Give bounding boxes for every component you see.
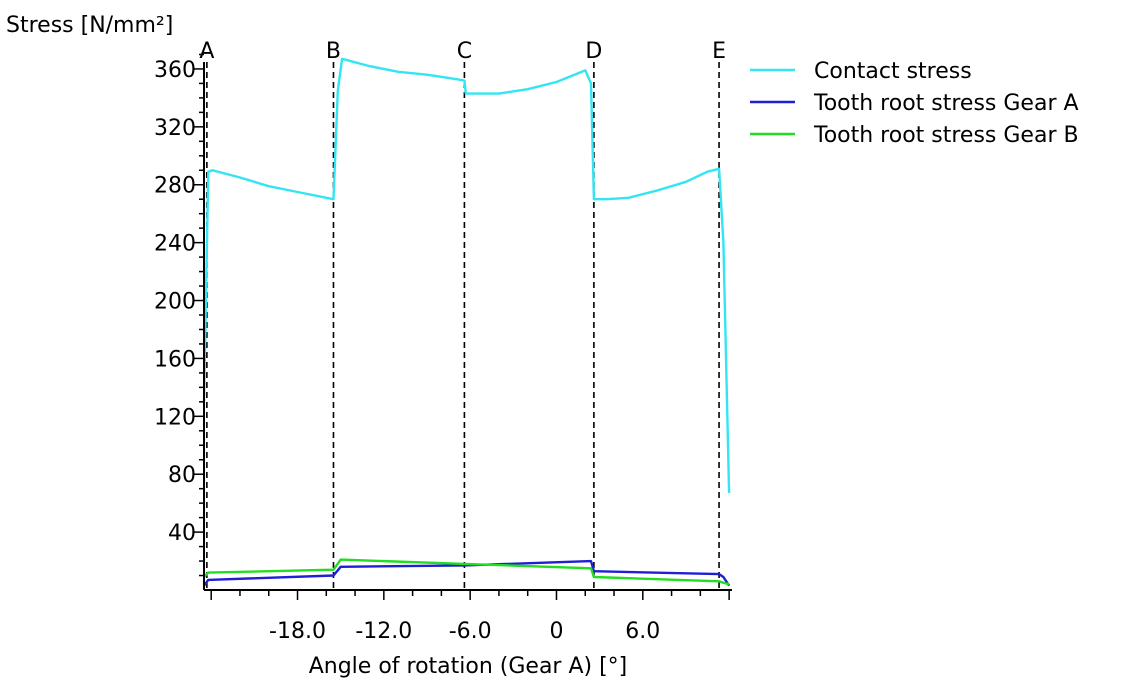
y-axis-title: Stress [N/mm²] — [6, 13, 173, 38]
x-tick-label: -18.0 — [269, 619, 326, 644]
marker-label-c: C — [457, 39, 472, 64]
y-tick-label: 360 — [154, 58, 196, 83]
x-tick-label: -12.0 — [355, 619, 412, 644]
y-tick-label: 80 — [168, 463, 196, 488]
marker-label-b: B — [326, 39, 341, 64]
series-line-contact-stress — [202, 57, 731, 494]
series-line-tooth-root-stress-gear-a — [203, 559, 731, 587]
y-tick-label: 200 — [154, 290, 196, 315]
legend-label: Tooth root stress Gear B — [813, 123, 1079, 148]
series-lines — [202, 57, 731, 587]
x-axis-ticks: -18.0 -12.0 -6.0 0 6.0 — [210, 590, 730, 644]
legend: Contact stress Tooth root stress Gear A To… — [750, 59, 1079, 148]
y-tick-label: 280 — [154, 174, 196, 199]
marker-label-d: D — [585, 39, 602, 64]
legend-label: Contact stress — [814, 59, 972, 84]
y-tick-label: 320 — [154, 116, 196, 141]
y-tick-label: 240 — [154, 232, 196, 257]
marker-label-a: A — [199, 39, 214, 64]
x-tick-label: 6.0 — [625, 619, 660, 644]
y-tick-label: 120 — [154, 405, 196, 430]
x-tick-label: -6.0 — [449, 619, 492, 644]
marker-label-e: E — [712, 39, 726, 64]
x-axis-title: Angle of rotation (Gear A) [°] — [309, 654, 628, 679]
series-line-tooth-root-stress-gear-b — [203, 558, 730, 586]
y-tick-label: 40 — [168, 521, 196, 546]
y-axis-ticks: 40 80 120 160 200 240 280 320 360 — [154, 53, 204, 577]
axes: 40 80 120 160 200 240 280 320 360 -18.0 -12.0 -6.0… — [154, 53, 732, 644]
y-tick-label: 160 — [154, 347, 196, 372]
x-tick-label: 0 — [549, 619, 563, 644]
legend-label: Tooth root stress Gear A — [813, 91, 1079, 116]
phase-markers: A B C D E — [199, 39, 726, 590]
